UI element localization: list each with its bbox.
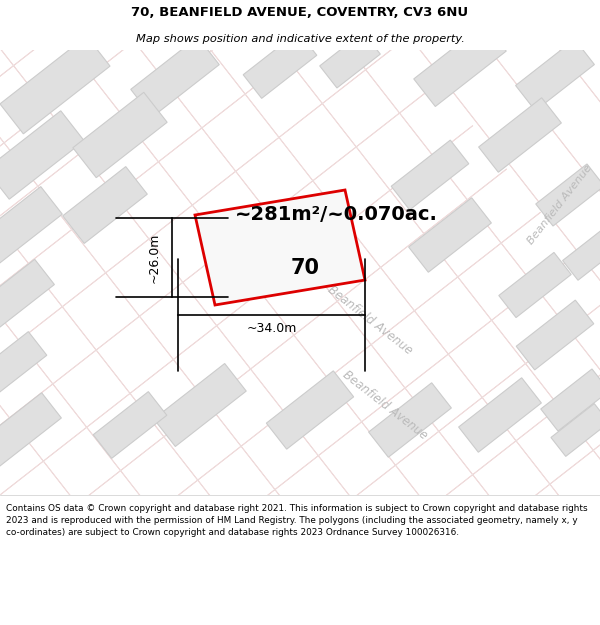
Polygon shape [563,230,600,280]
Polygon shape [63,167,147,243]
Polygon shape [479,98,562,172]
Polygon shape [195,190,365,305]
Text: Map shows position and indicative extent of the property.: Map shows position and indicative extent… [136,34,464,44]
Text: 70, BEANFIELD AVENUE, COVENTRY, CV3 6NU: 70, BEANFIELD AVENUE, COVENTRY, CV3 6NU [131,6,469,19]
Text: Beanfield Avenue: Beanfield Avenue [340,368,430,442]
Text: 70: 70 [290,258,320,278]
Polygon shape [0,392,61,468]
Text: ~34.0m: ~34.0m [247,322,296,336]
Polygon shape [243,32,317,98]
Polygon shape [131,37,219,117]
Polygon shape [0,36,110,134]
Polygon shape [458,378,541,452]
Polygon shape [320,32,380,88]
Text: Beanfield Avenue: Beanfield Avenue [325,283,415,357]
Polygon shape [551,404,600,456]
Polygon shape [516,300,594,370]
Polygon shape [266,371,353,449]
Polygon shape [0,332,47,398]
Polygon shape [0,259,55,331]
Text: Beanfield Avenue: Beanfield Avenue [526,163,594,247]
Polygon shape [0,187,62,263]
Text: Contains OS data © Crown copyright and database right 2021. This information is : Contains OS data © Crown copyright and d… [6,504,587,537]
Polygon shape [391,140,469,210]
Polygon shape [93,392,167,458]
Polygon shape [409,198,491,272]
Text: ~26.0m: ~26.0m [148,232,161,282]
Text: ~281m²/~0.070ac.: ~281m²/~0.070ac. [235,206,438,224]
Polygon shape [73,92,167,178]
Polygon shape [541,369,600,431]
Polygon shape [414,24,506,106]
Polygon shape [154,364,246,446]
Polygon shape [515,39,595,111]
Polygon shape [368,382,451,458]
Polygon shape [536,164,600,226]
Polygon shape [499,253,571,318]
Polygon shape [0,111,84,199]
